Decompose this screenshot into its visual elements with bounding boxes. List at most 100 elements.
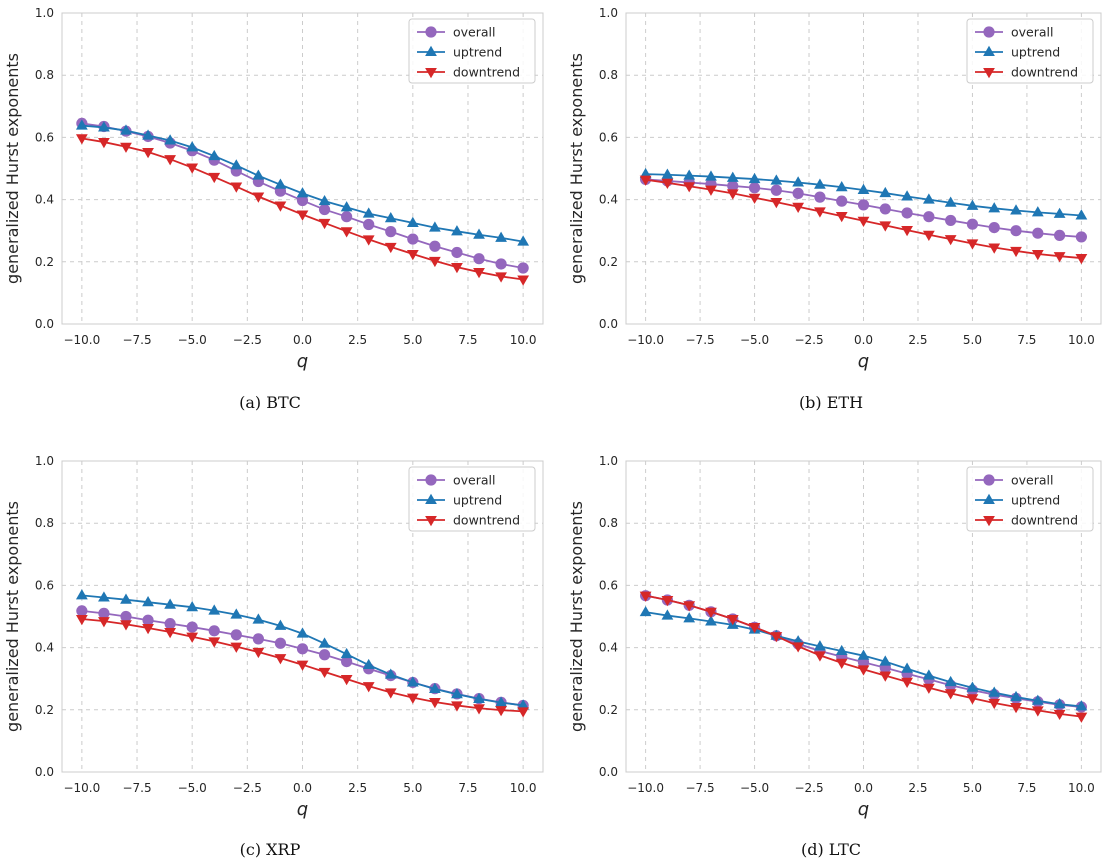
- data-point: [318, 218, 331, 230]
- data-point: [186, 141, 199, 152]
- data-point: [98, 138, 110, 149]
- x-tick-label: 7.5: [1017, 333, 1036, 347]
- y-axis-label: generalized Hurst exponents: [567, 501, 586, 732]
- data-point: [428, 682, 441, 693]
- data-point: [835, 644, 848, 656]
- data-point: [384, 688, 397, 699]
- chart-panel-4: −10.0 −7.5 −5.0 −2.5 0.0 2.5 5.0 7.5 10.0 0.0 0.2 0…: [567, 454, 1102, 820]
- data-point: [944, 689, 957, 700]
- data-point: [966, 199, 979, 210]
- data-point: [186, 632, 199, 643]
- data-point: [748, 182, 761, 194]
- data-point: [727, 180, 739, 192]
- data-point: [142, 147, 154, 159]
- data-point: [98, 591, 110, 602]
- legend-box: [966, 18, 1094, 84]
- y-tick-label: 0.4: [35, 193, 54, 207]
- x-axis-label: q: [858, 799, 869, 820]
- y-axis-label: generalized Hurst exponents: [3, 53, 22, 284]
- data-point: [142, 614, 154, 626]
- data-point: [857, 665, 870, 676]
- data-point: [1075, 209, 1088, 220]
- legend-marker: [425, 515, 437, 527]
- x-axis-label: q: [297, 351, 308, 372]
- data-point: [428, 256, 441, 268]
- data-point: [363, 218, 375, 231]
- x-tick-label: 2.5: [908, 781, 927, 795]
- y-tick-label: 1.0: [35, 454, 54, 468]
- y-tick-label: 1.0: [599, 454, 618, 468]
- data-point: [1075, 254, 1088, 265]
- data-point: [164, 134, 177, 145]
- data-point: [922, 669, 935, 680]
- legend-label: uptrend: [1011, 493, 1060, 508]
- x-tick-label: 10.0: [1068, 333, 1095, 347]
- legend-label: overall: [1011, 25, 1053, 40]
- legend-box: [408, 18, 536, 84]
- data-point: [495, 258, 507, 270]
- y-tick-label: 0.4: [599, 641, 618, 655]
- data-point: [814, 191, 826, 203]
- data-point: [75, 119, 88, 130]
- data-point: [230, 629, 242, 641]
- x-tick-label: −2.5: [233, 333, 262, 347]
- legend-label: downtrend: [453, 65, 520, 80]
- y-tick-label: 0.0: [35, 317, 54, 331]
- data-point: [835, 180, 848, 192]
- data-point: [857, 183, 870, 194]
- legend-label: overall: [453, 25, 495, 40]
- data-point: [120, 593, 132, 604]
- data-point: [428, 221, 441, 232]
- data-point: [517, 262, 529, 274]
- plot-frame: [61, 460, 544, 773]
- y-tick-label: 0.6: [35, 130, 54, 144]
- x-tick-label: 10.0: [510, 781, 537, 795]
- data-point: [451, 263, 463, 274]
- legend-marker: [425, 45, 437, 57]
- data-point: [495, 706, 507, 717]
- legend-label: uptrend: [453, 493, 502, 508]
- data-point: [120, 610, 132, 623]
- data-point: [857, 216, 870, 227]
- x-tick-label: 2.5: [348, 333, 367, 347]
- data-point: [726, 171, 739, 182]
- data-point: [230, 159, 243, 170]
- data-point: [901, 662, 913, 673]
- data-point: [98, 607, 110, 619]
- data-point: [406, 249, 419, 261]
- legend-marker: [983, 493, 995, 505]
- series-uptrend: [75, 589, 530, 710]
- series-downtrend: [639, 591, 1088, 723]
- data-point: [1075, 712, 1088, 723]
- data-point: [1031, 206, 1044, 217]
- y-tick-label: 0.2: [599, 703, 618, 717]
- data-point: [770, 198, 783, 209]
- data-point: [705, 170, 717, 181]
- y-tick-label: 0.8: [35, 68, 54, 82]
- plot-frame: [625, 12, 1102, 325]
- data-point: [705, 607, 717, 619]
- data-point: [857, 649, 870, 660]
- data-point: [473, 228, 485, 239]
- legend-marker: [983, 45, 995, 57]
- data-point: [473, 692, 485, 703]
- x-tick-label: −5.0: [178, 333, 207, 347]
- data-point: [1031, 249, 1044, 261]
- data-point: [296, 210, 309, 221]
- legend-label: uptrend: [453, 45, 502, 60]
- data-point: [142, 623, 154, 635]
- series-downtrend: [75, 134, 530, 286]
- x-tick-label: −10.0: [63, 333, 100, 347]
- data-point: [451, 246, 463, 259]
- data-point: [923, 211, 935, 223]
- y-tick-label: 0.6: [35, 578, 54, 592]
- x-tick-label: 0.0: [293, 781, 312, 795]
- data-point: [835, 212, 848, 223]
- x-tick-label: −5.0: [178, 781, 207, 795]
- data-point: [230, 642, 243, 653]
- y-tick-label: 0.8: [599, 516, 618, 530]
- data-point: [274, 654, 287, 665]
- data-point: [1053, 709, 1066, 721]
- data-point: [944, 196, 957, 207]
- data-point: [362, 235, 375, 246]
